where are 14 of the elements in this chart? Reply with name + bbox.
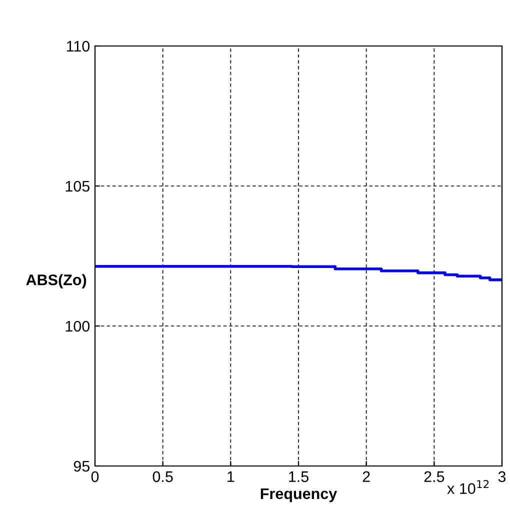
x-tick-label: 1.5: [289, 471, 308, 482]
y-tick-label: 95: [74, 460, 90, 472]
y-axis-title: ABS(Zo): [26, 274, 86, 288]
x-tick-label: 2.5: [424, 471, 444, 482]
text: x 10$^{12}$: [447, 480, 489, 494]
x-tick-label: 3: [498, 471, 506, 482]
y-tick-label: 105: [66, 180, 90, 192]
x-tick-label: 1: [228, 471, 234, 482]
x-tick-label: 0.5: [152, 471, 173, 482]
x-axis-title: Frequency: [260, 488, 338, 502]
y-tick-label: 100: [66, 320, 90, 332]
x-tick-label: 2: [362, 471, 370, 482]
x-tick-label: 0: [91, 471, 99, 482]
y-tick-label: 110: [66, 40, 90, 52]
